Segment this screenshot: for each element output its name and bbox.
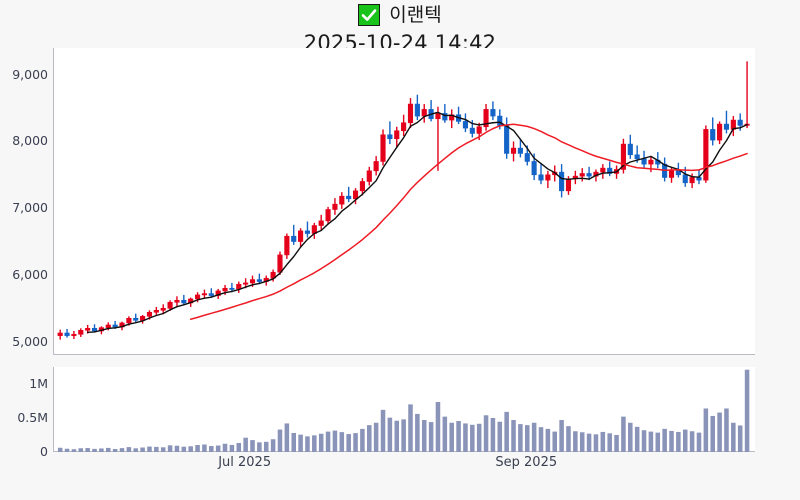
title-row: 이랜텍 [0, 2, 800, 28]
volume-tick-label: 0 [40, 444, 48, 459]
date-tick-label: Sep 2025 [495, 455, 558, 470]
price-chart-panel[interactable] [53, 48, 755, 355]
volume-plot [57, 369, 750, 452]
date-tick-label: Jul 2025 [218, 455, 272, 470]
green-check-icon[interactable] [358, 4, 381, 26]
volume-tick-label: 1M [29, 376, 48, 391]
price-tick-label: 6,000 [12, 266, 48, 282]
price-tick-label: 7,000 [12, 200, 48, 216]
candlestick-plot [57, 61, 750, 340]
page-title: 이랜텍 [389, 4, 442, 26]
volume-tick-label: 0.5M [17, 410, 48, 425]
price-tick-label: 8,000 [12, 133, 48, 149]
price-tick-label: 9,000 [12, 66, 48, 82]
price-tick-label: 5,000 [12, 333, 48, 349]
volume-chart-panel[interactable] [53, 367, 755, 452]
